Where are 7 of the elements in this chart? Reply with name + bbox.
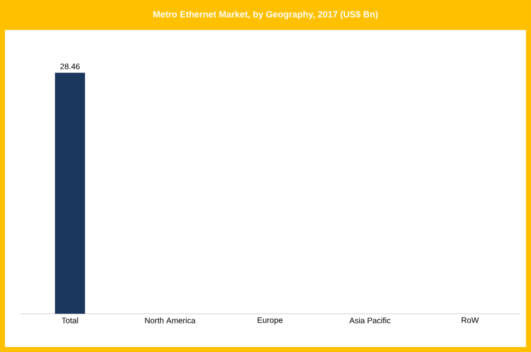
x-tick-label: Asia Pacific: [349, 317, 390, 324]
chart-title: Metro Ethernet Market, by Geography, 2017 (US$ Bn): [153, 10, 378, 20]
x-tick-label: RoW: [462, 317, 479, 323]
x-tick-label: North America: [145, 317, 196, 324]
x-tick-label: Total: [62, 317, 78, 324]
data-label: 28.46: [60, 64, 80, 70]
x-tick-label: Europe: [258, 317, 283, 325]
